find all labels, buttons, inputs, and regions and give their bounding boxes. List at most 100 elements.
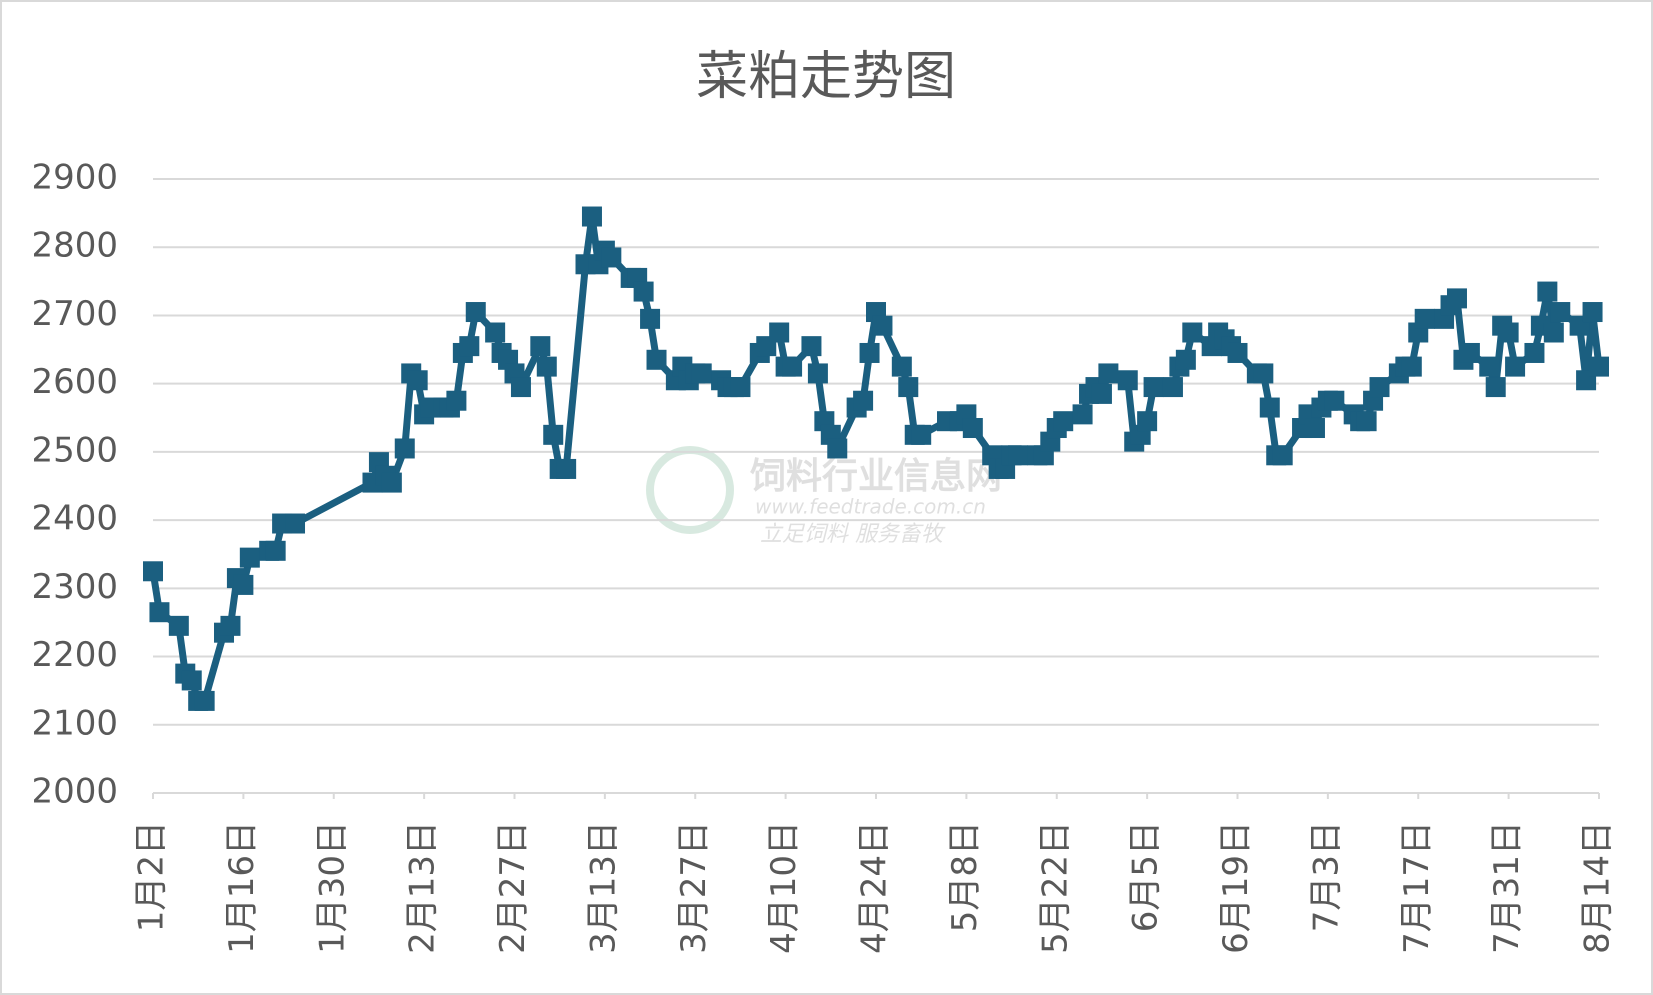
data-point	[853, 390, 874, 411]
x-tick-label: 6月5日	[1126, 821, 1166, 932]
data-point	[1485, 377, 1506, 398]
data-point	[1446, 288, 1467, 309]
data-point	[1459, 342, 1480, 363]
data-point	[1401, 356, 1422, 377]
watermark: 饲料行业信息网 www.feedtrade.com.cn 立足饲料 服务畜牧	[646, 446, 1002, 547]
data-point	[394, 438, 415, 459]
data-point	[827, 438, 848, 459]
data-point	[556, 458, 577, 479]
data-point	[1143, 377, 1164, 398]
data-point	[1182, 322, 1203, 343]
watermark-text: 饲料行业信息网	[750, 456, 1002, 497]
data-point	[485, 322, 506, 343]
data-point	[646, 349, 667, 370]
data-point	[1589, 356, 1609, 377]
y-tick-label: 2200	[31, 635, 118, 675]
data-point	[769, 322, 790, 343]
data-point	[181, 670, 202, 691]
data-point	[1356, 411, 1377, 432]
watermark-logo	[646, 446, 734, 534]
data-point	[801, 336, 822, 357]
x-tick-label: 5月8日	[945, 821, 985, 932]
data-point	[543, 424, 564, 445]
chart-title: 菜粕走势图	[696, 47, 956, 107]
y-tick-label: 2400	[31, 499, 118, 539]
data-point	[1505, 356, 1526, 377]
data-point	[265, 540, 286, 561]
x-tick-label: 3月13日	[583, 821, 623, 954]
data-point	[581, 206, 602, 227]
data-point	[962, 418, 983, 439]
x-tick-label: 1月16日	[222, 821, 262, 954]
data-point	[898, 377, 919, 398]
data-point	[1524, 342, 1545, 363]
data-point	[872, 315, 893, 336]
data-point	[633, 281, 654, 302]
data-point	[149, 602, 170, 623]
data-point	[859, 342, 880, 363]
data-point	[1072, 404, 1093, 425]
data-point	[1008, 445, 1029, 466]
data-point	[1537, 281, 1558, 302]
y-tick-label: 2700	[31, 294, 118, 334]
data-point	[510, 377, 531, 398]
data-point	[1304, 418, 1325, 439]
data-point	[1550, 302, 1571, 323]
x-tick-label: 8月14日	[1578, 821, 1618, 954]
data-point	[1479, 356, 1500, 377]
watermark-text: www.feedtrade.com.cn	[755, 495, 986, 519]
data-point	[1253, 363, 1274, 384]
data-point	[220, 615, 241, 636]
y-tick-label: 2500	[31, 430, 118, 470]
data-point	[407, 370, 428, 391]
x-tick-label: 2月27日	[493, 821, 533, 954]
data-point	[1543, 322, 1564, 343]
data-point	[691, 363, 712, 384]
data-point	[1117, 370, 1138, 391]
x-tick-label: 2月13日	[403, 821, 443, 954]
watermark-text: 立足饲料 服务畜牧	[760, 522, 946, 547]
data-point	[1324, 390, 1345, 411]
data-point	[536, 356, 557, 377]
data-point	[239, 547, 260, 568]
data-point	[1414, 308, 1435, 329]
data-point	[530, 336, 551, 357]
y-tick-label: 2900	[31, 158, 118, 198]
data-point	[1137, 411, 1158, 432]
data-point	[381, 472, 402, 493]
data-point	[911, 424, 932, 445]
data-point	[1582, 302, 1603, 323]
x-tick-label: 6月19日	[1216, 821, 1256, 954]
data-point	[1369, 377, 1390, 398]
data-point	[1227, 342, 1248, 363]
y-tick-label: 2600	[31, 362, 118, 402]
data-point	[194, 690, 215, 711]
x-tick-label: 7月3日	[1306, 821, 1346, 932]
x-tick-label: 7月31日	[1487, 821, 1527, 954]
data-point	[1498, 322, 1519, 343]
data-point	[1098, 363, 1119, 384]
data-point	[1053, 411, 1074, 432]
data-point	[233, 574, 254, 595]
data-point	[730, 377, 751, 398]
data-point	[143, 561, 163, 582]
data-point	[446, 390, 467, 411]
data-point	[1175, 349, 1196, 370]
y-tick-label: 2000	[31, 772, 118, 812]
data-point	[285, 513, 306, 534]
y-tick-label: 2100	[31, 703, 118, 743]
data-point	[1091, 383, 1112, 404]
x-tick-label: 7月17日	[1397, 821, 1437, 954]
x-tick-label: 4月24日	[855, 821, 895, 954]
data-point	[168, 615, 189, 636]
y-tick-label: 2800	[31, 226, 118, 266]
data-point	[640, 308, 661, 329]
x-tick-label: 5月22日	[1035, 821, 1075, 954]
data-point	[891, 356, 912, 377]
data-point	[1259, 397, 1280, 418]
data-point	[465, 302, 486, 323]
x-tick-label: 1月30日	[312, 821, 352, 954]
data-point	[459, 336, 480, 357]
x-tick-label: 4月10日	[764, 821, 804, 954]
